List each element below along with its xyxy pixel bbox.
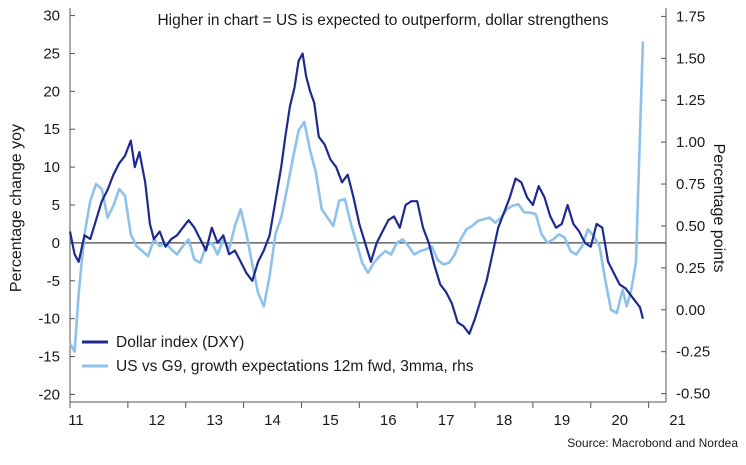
y-right-tick-label: 0.00 xyxy=(676,302,705,319)
right-axis-ticks: 1.75 1.50 1.25 1.00 0.75 0.50 0.25 0.00 -0.25 -0.… xyxy=(661,8,710,403)
legend-label-growth: US vs G9, growth expectations 12m fwd, 3… xyxy=(116,358,474,375)
source-note: Source: Macrobond and Nordea xyxy=(567,436,738,450)
legend-label-dxy: Dollar index (DXY) xyxy=(116,334,244,351)
x-tick-label: 12 xyxy=(148,412,165,429)
y-left-tick-label: -20 xyxy=(38,386,60,403)
y-left-tick-label: -5 xyxy=(47,273,60,290)
x-tick-label: 11 xyxy=(68,412,84,429)
x-axis-ticks: 11 12 13 14 15 16 17 18 19 20 21 xyxy=(68,402,686,429)
x-tick-label: 21 xyxy=(669,412,686,429)
y-left-tick-label: -15 xyxy=(38,349,60,366)
y-right-tick-label: 0.50 xyxy=(676,218,705,235)
y-left-tick-label: 10 xyxy=(43,159,60,176)
y-right-tick-label: 1.50 xyxy=(676,50,705,67)
y-right-tick-label: 0.25 xyxy=(676,260,705,277)
x-tick-label: 15 xyxy=(322,412,339,429)
left-axis-ticks: 30 25 20 15 10 5 0 -5 -10 -15 -20 xyxy=(38,8,75,403)
x-tick-label: 13 xyxy=(206,412,223,429)
y-right-tick-label: 1.25 xyxy=(676,92,705,109)
y-axis-left-title: Percentage change yoy xyxy=(8,124,25,292)
series-layer xyxy=(68,41,645,354)
chart-annotation: Higher in chart = US is expected to outp… xyxy=(157,12,608,29)
x-tick-label: 16 xyxy=(380,412,397,429)
x-tick-label: 20 xyxy=(611,412,628,429)
legend: Dollar index (DXY) US vs G9, growth expe… xyxy=(82,334,474,375)
y-axis-right-title: Percentage points xyxy=(710,144,727,273)
y-left-tick-label: -10 xyxy=(38,311,60,328)
x-tick-label: 17 xyxy=(438,412,455,429)
y-right-tick-label: -0.50 xyxy=(676,386,710,403)
y-left-tick-label: 15 xyxy=(43,121,60,138)
x-tick-label: 18 xyxy=(496,412,513,429)
y-right-tick-label: 0.75 xyxy=(676,176,705,193)
y-right-tick-label: 1.00 xyxy=(676,134,705,151)
y-left-tick-label: 30 xyxy=(43,8,60,25)
y-left-tick-label: 5 xyxy=(52,197,60,214)
y-right-tick-label: -0.25 xyxy=(676,344,710,361)
y-left-tick-label: 25 xyxy=(43,45,60,62)
y-left-tick-label: 0 xyxy=(52,235,60,252)
y-right-tick-label: 1.75 xyxy=(676,8,705,25)
series-line-growth-expectations xyxy=(68,41,645,354)
x-tick-label: 14 xyxy=(264,412,281,429)
x-tick-label: 19 xyxy=(554,412,571,429)
y-left-tick-label: 20 xyxy=(43,83,60,100)
series-line-dollar-index xyxy=(68,52,644,335)
